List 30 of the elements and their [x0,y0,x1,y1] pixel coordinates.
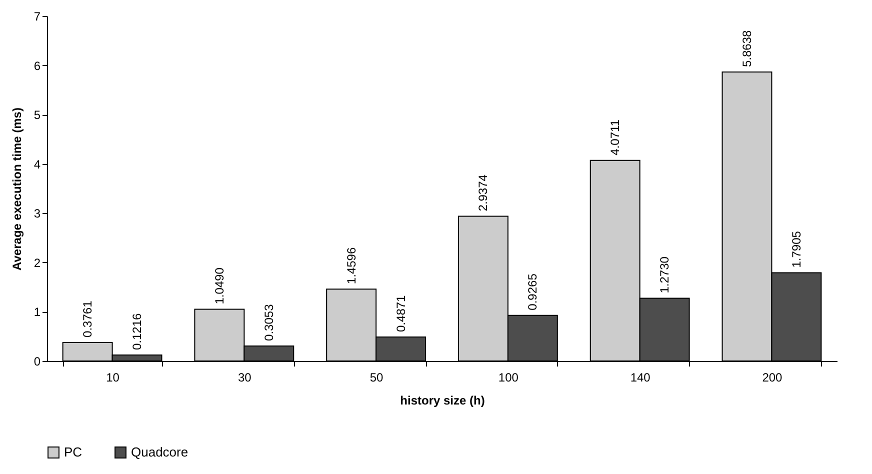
x-tick-label: 200 [762,370,783,384]
data-label: 1.7905 [789,230,804,268]
data-label: 0.3761 [80,300,95,338]
data-label: 0.9265 [526,273,540,310]
y-axis-title: Average execution time (ms) [10,108,24,270]
y-tick-label: 4 [34,157,41,172]
y-tick-label: 1 [34,305,41,320]
data-label: 1.4596 [344,247,358,284]
y-tick-label: 6 [34,58,41,73]
x-tick-label: 100 [498,370,519,384]
x-tick-label: 10 [106,370,120,384]
x-tick-label: 50 [370,370,384,384]
data-label: 1.2730 [658,256,672,294]
data-label: 1.0490 [212,267,226,304]
data-label: 0.3053 [262,304,276,341]
y-tick-label: 0 [34,354,41,368]
x-tick-label: 140 [630,370,651,384]
x-tick-label: 30 [238,370,252,384]
data-label: 2.9374 [476,174,490,212]
y-tick-label: 3 [34,206,41,221]
data-label: 0.1216 [130,312,144,350]
y-tick-label: 7 [34,10,41,24]
data-label: 5.8638 [740,30,754,67]
y-tick-label: 5 [34,108,41,122]
data-label: 4.0711 [608,119,622,156]
x-axis-title: history size (h) [400,394,485,408]
legend-label: Quadcore [131,444,188,460]
data-label: 0.4871 [394,294,408,332]
y-tick-label: 2 [34,256,41,270]
legend-label: PC [64,444,82,460]
